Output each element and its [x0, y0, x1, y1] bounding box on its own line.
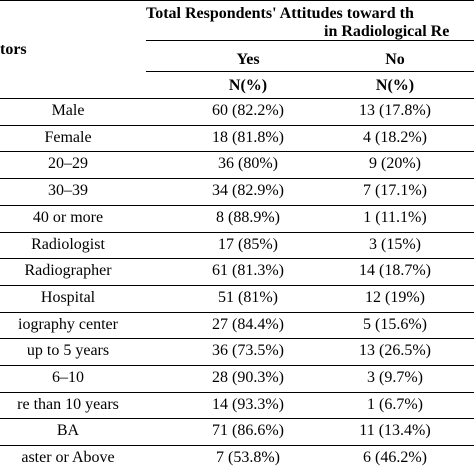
no-cell: 1 (11.1%) — [363, 209, 427, 226]
row-label: Radiographer — [24, 262, 112, 279]
row-divider — [0, 365, 474, 366]
row-divider — [0, 178, 474, 179]
col-header-no: No — [385, 51, 405, 68]
header-bottom-rule — [0, 98, 474, 99]
row-label: Radiologist — [31, 236, 105, 253]
row-label: 6–10 — [52, 369, 84, 386]
yes-cell: 14 (93.3%) — [212, 396, 284, 413]
row-label: 20–29 — [48, 155, 88, 172]
subheader-no: N(%) — [375, 77, 415, 94]
factors-header: tors — [0, 41, 27, 58]
no-cell: 12 (19%) — [365, 289, 425, 306]
yes-cell: 34 (82.9%) — [212, 182, 284, 199]
row-label: Female — [44, 129, 92, 146]
group-title-line1: Total Respondents' Attitudes toward th — [146, 5, 414, 22]
yes-cell: 60 (82.2%) — [212, 102, 284, 119]
row-label: Male — [51, 102, 85, 119]
row-divider — [0, 285, 474, 286]
subheader-yes: N(%) — [228, 77, 268, 94]
no-cell: 1 (6.7%) — [367, 396, 423, 413]
yes-cell: 27 (84.4%) — [212, 316, 284, 333]
row-divider — [0, 338, 474, 339]
no-cell: 3 (9.7%) — [367, 369, 423, 386]
no-cell: 14 (18.7%) — [359, 262, 431, 279]
row-label: re than 10 years — [17, 396, 119, 413]
row-label: up to 5 years — [26, 342, 110, 359]
no-cell: 13 (17.8%) — [359, 102, 431, 119]
row-divider — [0, 151, 474, 152]
row-label: 30–39 — [48, 182, 88, 199]
no-cell: 4 (18.2%) — [363, 129, 427, 146]
no-cell: 7 (17.1%) — [363, 182, 427, 199]
row-divider — [0, 125, 474, 126]
row-label: Hospital — [40, 289, 96, 306]
row-divider — [0, 258, 474, 259]
row-divider — [0, 205, 474, 206]
yes-cell: 61 (81.3%) — [212, 262, 284, 279]
no-cell: 3 (15%) — [369, 236, 421, 253]
yes-cell: 17 (85%) — [218, 236, 278, 253]
row-label: 40 or more — [32, 209, 104, 226]
row-divider — [0, 418, 474, 419]
yes-cell: 7 (53.8%) — [216, 449, 280, 466]
no-cell: 13 (26.5%) — [359, 342, 431, 359]
row-divider — [0, 392, 474, 393]
yes-cell: 18 (81.8%) — [212, 129, 284, 146]
row-divider — [0, 312, 474, 313]
row-label: aster or Above — [21, 449, 115, 466]
group-title-line2: in Radiological Re — [324, 23, 450, 40]
top-rule — [0, 0, 474, 1]
yes-cell: 8 (88.9%) — [216, 209, 280, 226]
row-label: BA — [56, 422, 80, 439]
yes-cell: 51 (81%) — [218, 289, 278, 306]
yes-cell: 28 (90.3%) — [212, 369, 284, 386]
no-cell: 5 (15.6%) — [363, 316, 427, 333]
yes-cell: 71 (86.6%) — [212, 422, 284, 439]
yes-cell: 36 (73.5%) — [212, 342, 284, 359]
col-header-yes: Yes — [236, 51, 260, 68]
yes-cell: 36 (80%) — [218, 155, 278, 172]
row-label: iography center — [18, 316, 118, 333]
no-cell: 11 (13.4%) — [359, 422, 431, 439]
row-divider — [0, 232, 474, 233]
no-cell: 9 (20%) — [369, 155, 421, 172]
group-header-rule — [146, 40, 474, 41]
no-cell: 6 (46.2%) — [363, 449, 427, 466]
row-divider — [0, 445, 474, 446]
yes-no-rule — [146, 71, 474, 72]
